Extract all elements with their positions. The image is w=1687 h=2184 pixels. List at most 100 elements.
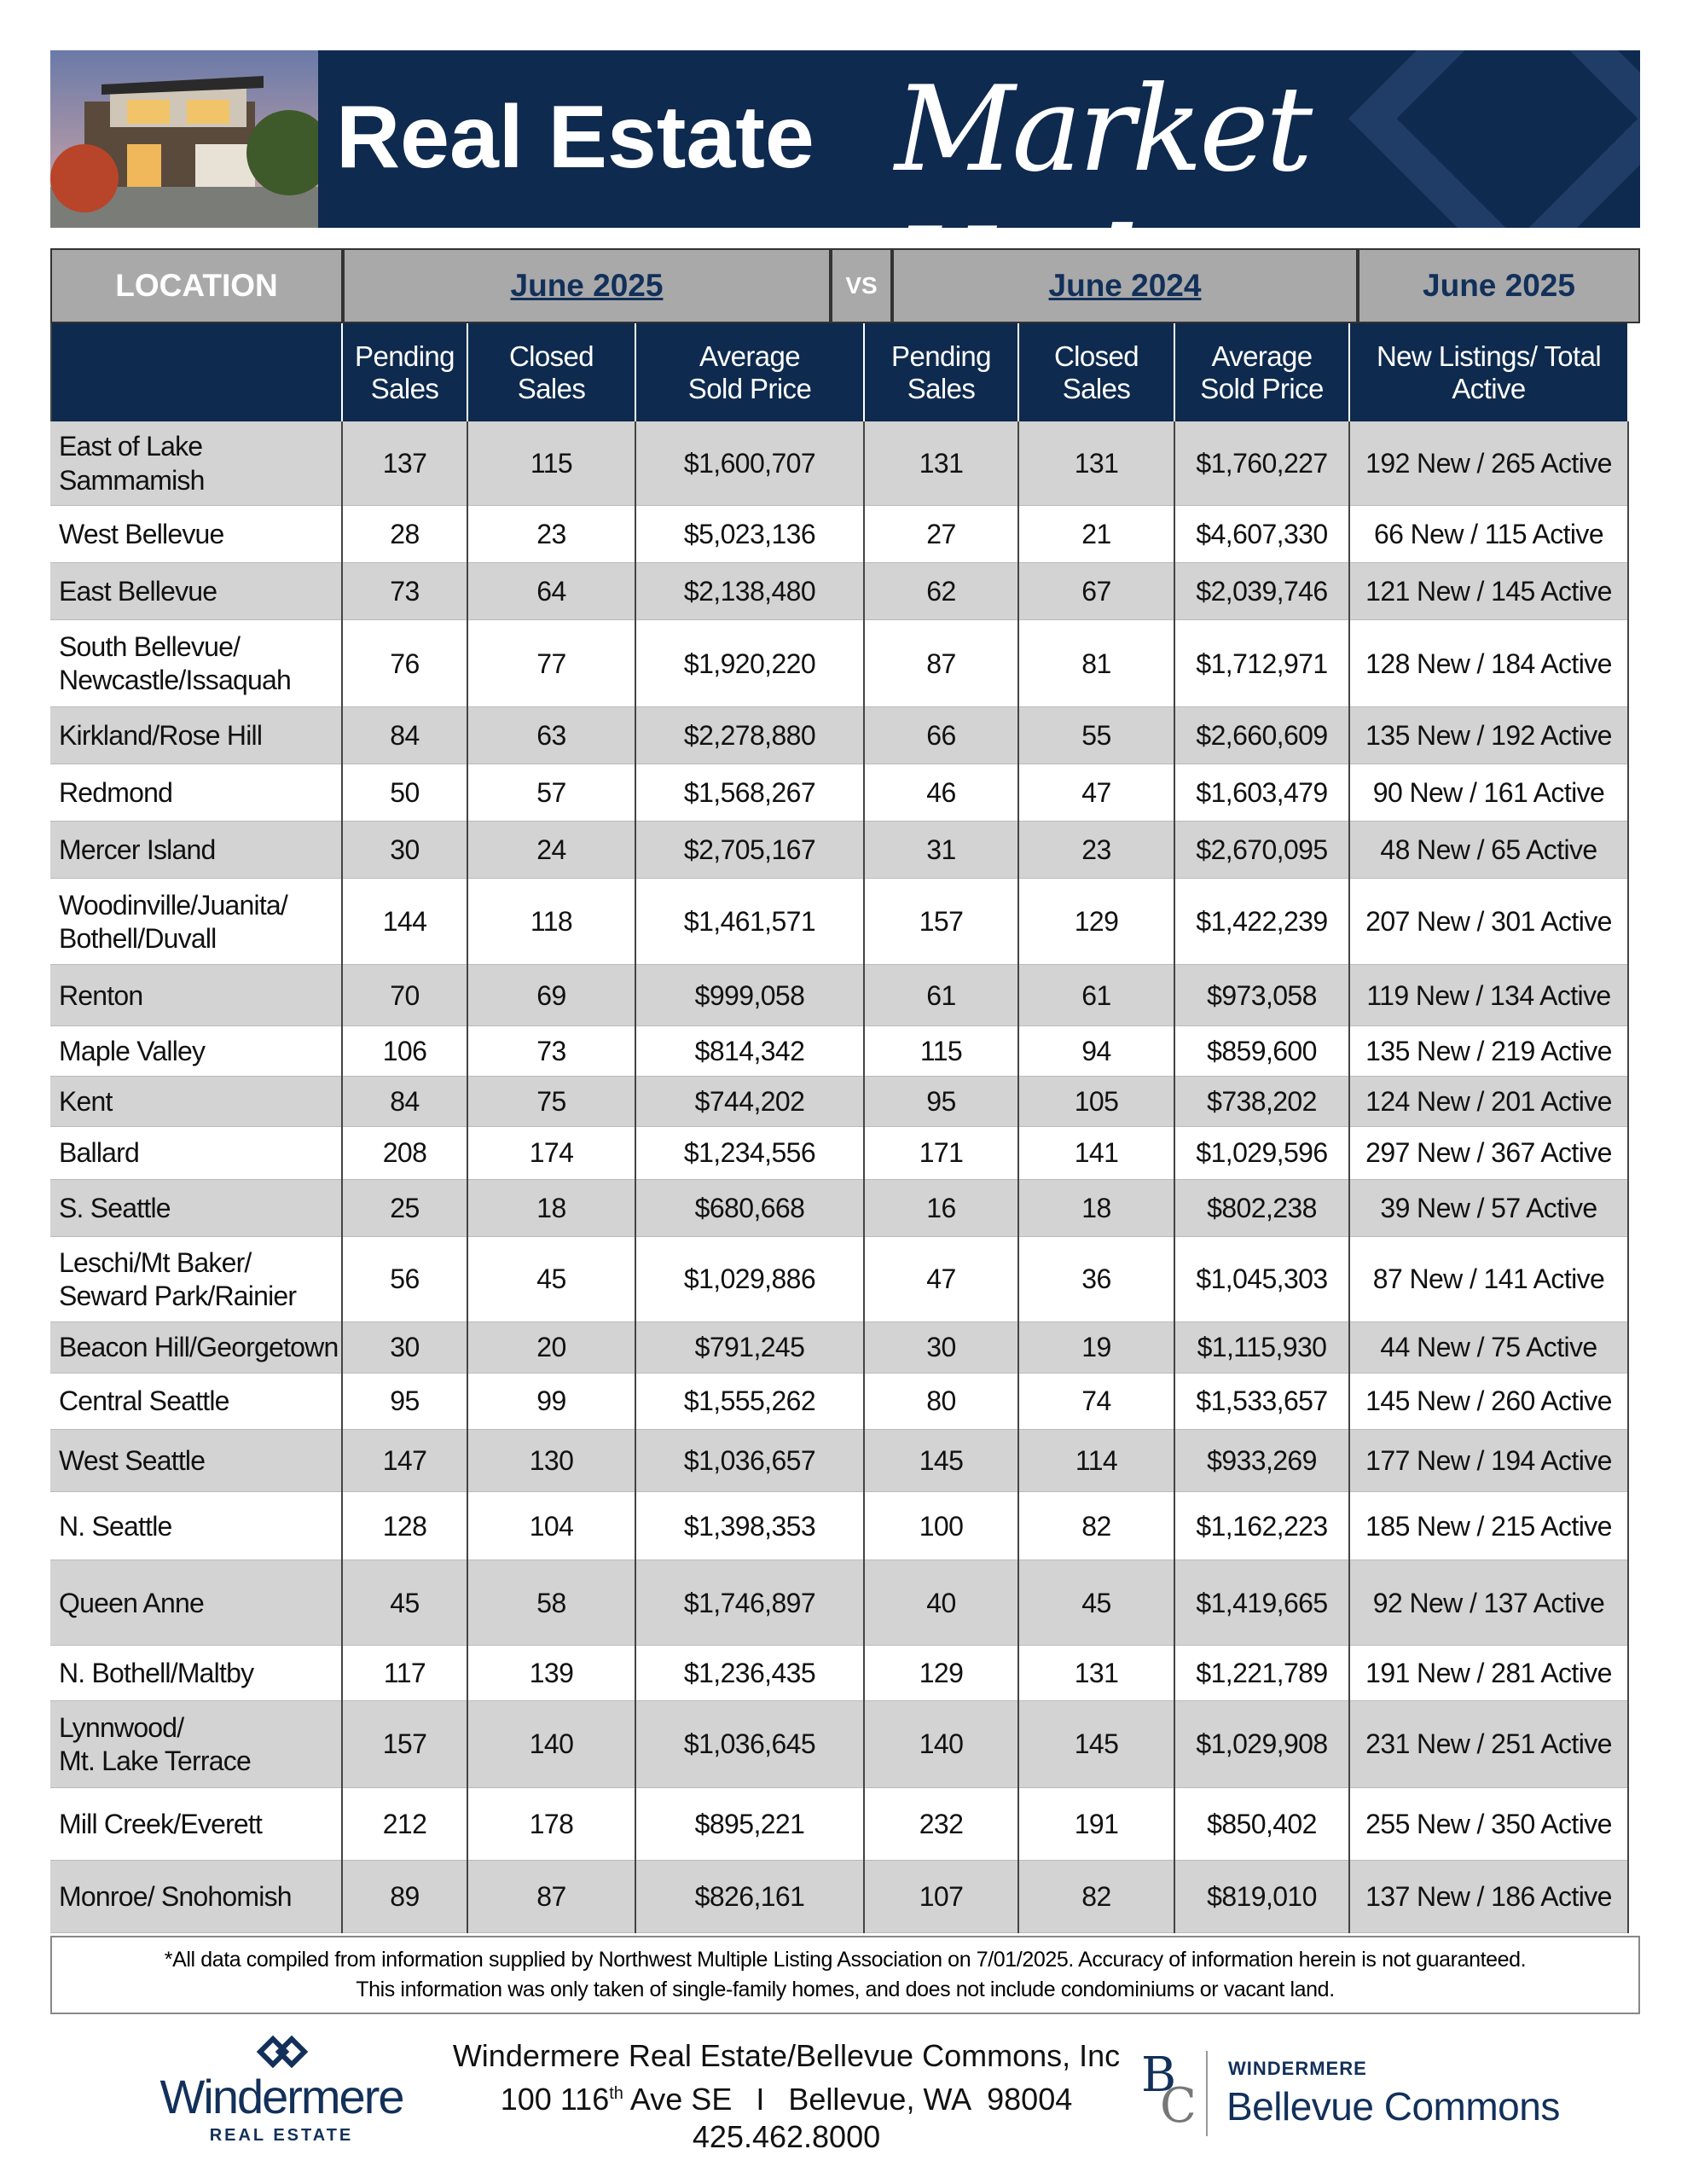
data-cell: 63 xyxy=(468,706,636,764)
data-cell: 47 xyxy=(865,1236,1019,1322)
data-cell: 47 xyxy=(1019,764,1175,822)
data-cell: 87 xyxy=(468,1860,636,1933)
data-cell: 104 xyxy=(468,1492,636,1561)
banner-script-title: Market Update xyxy=(895,61,1314,228)
data-cell: 137 xyxy=(343,421,468,507)
location-cell: Maple Valley xyxy=(50,1026,343,1077)
data-cell: 66 xyxy=(865,706,1019,764)
data-cell: 18 xyxy=(468,1179,636,1237)
data-cell: 135 New / 219 Active xyxy=(1350,1026,1629,1077)
data-cell: 129 xyxy=(865,1645,1019,1702)
data-cell: 31 xyxy=(865,821,1019,879)
data-cell: 73 xyxy=(468,1026,636,1077)
data-cell: 255 New / 350 Active xyxy=(1350,1787,1629,1861)
monogram-c: C xyxy=(1160,2078,1197,2134)
data-cell: 58 xyxy=(468,1560,636,1646)
data-cell: 157 xyxy=(343,1701,468,1788)
data-cell: $1,600,707 xyxy=(636,421,865,507)
data-cell: $1,760,227 xyxy=(1175,421,1350,507)
row-band xyxy=(50,706,1629,764)
data-cell: $1,746,897 xyxy=(636,1560,865,1646)
data-cell: 74 xyxy=(1019,1374,1175,1430)
data-cell: 207 New / 301 Active xyxy=(1350,878,1629,966)
data-cell: $1,029,596 xyxy=(1175,1126,1350,1180)
row-band xyxy=(50,1492,1629,1561)
data-cell: $1,036,645 xyxy=(636,1701,865,1788)
group-header: June 2025 xyxy=(343,248,831,323)
data-cell: 87 xyxy=(865,620,1019,707)
data-cell: 231 New / 251 Active xyxy=(1350,1701,1629,1788)
row-band xyxy=(50,1787,1629,1861)
street-number: 100 116 xyxy=(500,2082,610,2117)
data-cell: 131 xyxy=(1019,1645,1175,1702)
data-cell: 30 xyxy=(343,1321,468,1374)
data-cell: 117 xyxy=(343,1645,468,1702)
data-cell: $819,010 xyxy=(1175,1860,1350,1933)
data-cell: $895,221 xyxy=(636,1787,865,1861)
data-cell: 92 New / 137 Active xyxy=(1350,1560,1629,1646)
location-cell: Lynnwood/ Mt. Lake Terrace xyxy=(50,1701,343,1788)
data-cell: 61 xyxy=(865,965,1019,1027)
logo-tagline: REAL ESTATE xyxy=(209,2126,354,2145)
data-cell: 174 xyxy=(468,1126,636,1180)
data-cell: 30 xyxy=(343,821,468,879)
data-cell: 130 xyxy=(468,1429,636,1493)
data-cell: $1,234,556 xyxy=(636,1126,865,1180)
data-cell: 147 xyxy=(343,1429,468,1493)
data-cell: 99 xyxy=(468,1374,636,1430)
logo-mark xyxy=(256,2035,309,2069)
data-cell: 62 xyxy=(865,563,1019,621)
logo-divider xyxy=(1206,2051,1208,2136)
data-cell: 73 xyxy=(343,563,468,621)
data-cell: 23 xyxy=(1019,821,1175,879)
data-cell: $5,023,136 xyxy=(636,506,865,564)
row-band xyxy=(50,1321,1629,1374)
data-cell: $1,115,930 xyxy=(1175,1321,1350,1374)
data-cell: 44 New / 75 Active xyxy=(1350,1321,1629,1374)
data-cell: 212 xyxy=(343,1787,468,1861)
data-cell: $2,039,746 xyxy=(1175,563,1350,621)
row-band xyxy=(50,1179,1629,1237)
data-cell: 131 xyxy=(865,421,1019,507)
data-cell: 129 xyxy=(1019,878,1175,966)
data-cell: 139 xyxy=(468,1645,636,1702)
row-band xyxy=(50,764,1629,822)
data-cell: 232 xyxy=(865,1787,1019,1861)
data-cell: $1,398,353 xyxy=(636,1492,865,1561)
location-cell: Renton xyxy=(50,965,343,1027)
row-band xyxy=(50,1860,1629,1933)
row-band xyxy=(50,1374,1629,1430)
location-cell: East Bellevue xyxy=(50,563,343,621)
data-cell: $1,920,220 xyxy=(636,620,865,707)
data-cell: 48 New / 65 Active xyxy=(1350,821,1629,879)
data-cell: 45 xyxy=(1019,1560,1175,1646)
location-cell: Kent xyxy=(50,1076,343,1127)
group-header: LOCATION xyxy=(50,248,343,323)
data-cell: 30 xyxy=(865,1321,1019,1374)
data-cell: 95 xyxy=(865,1076,1019,1127)
data-cell: $1,036,657 xyxy=(636,1429,865,1493)
data-cell: 82 xyxy=(1019,1492,1175,1561)
footnote-line: *All data compiled from information supp… xyxy=(164,1948,1527,1972)
data-cell: 84 xyxy=(343,1076,468,1127)
data-cell: $814,342 xyxy=(636,1026,865,1077)
data-cell: $1,568,267 xyxy=(636,764,865,822)
data-cell: $2,138,480 xyxy=(636,563,865,621)
house-image xyxy=(50,50,318,228)
data-cell: $1,603,479 xyxy=(1175,764,1350,822)
data-cell: 75 xyxy=(468,1076,636,1127)
data-cell: $1,712,971 xyxy=(1175,620,1350,707)
column-header: Closed Sales xyxy=(1019,323,1175,421)
group-header: June 2024 xyxy=(892,248,1358,323)
data-cell: 135 New / 192 Active xyxy=(1350,706,1629,764)
column-header: Pending Sales xyxy=(343,323,468,421)
data-cell: 145 New / 260 Active xyxy=(1350,1374,1629,1430)
data-cell: 18 xyxy=(1019,1179,1175,1237)
data-cell: 61 xyxy=(1019,965,1175,1027)
location-cell: Redmond xyxy=(50,764,343,822)
data-cell: 115 xyxy=(468,421,636,507)
location-cell: Queen Anne xyxy=(50,1560,343,1646)
data-cell: $1,045,303 xyxy=(1175,1236,1350,1322)
data-cell: $744,202 xyxy=(636,1076,865,1127)
data-cell: $2,670,095 xyxy=(1175,821,1350,879)
